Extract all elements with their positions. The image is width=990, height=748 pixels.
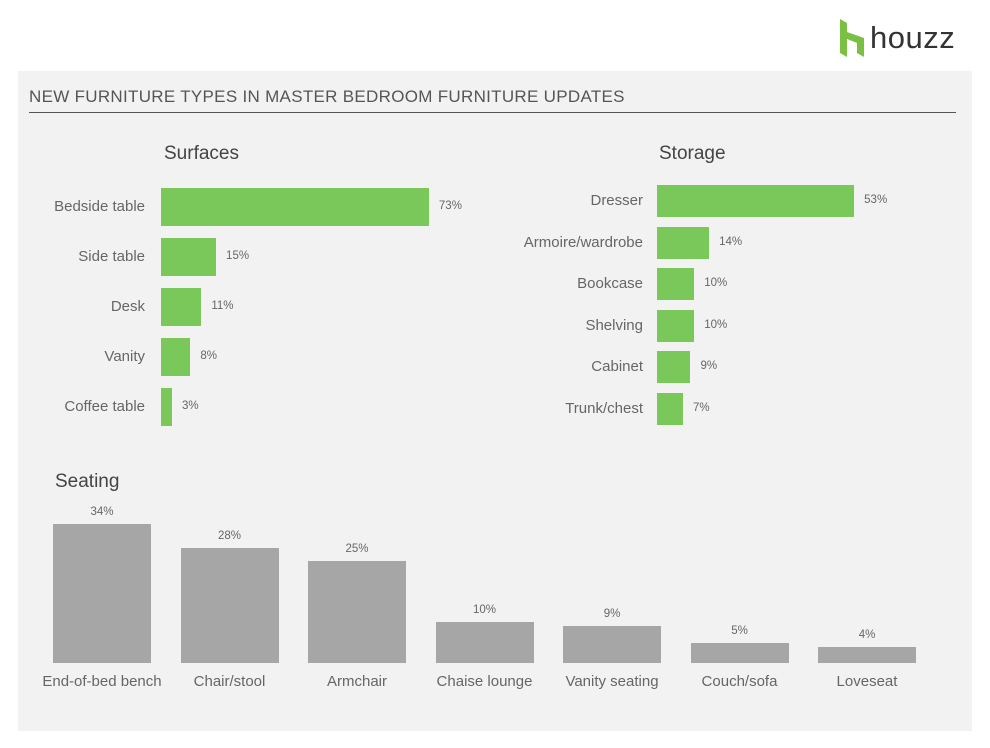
bar-armoire-wardrobe: [657, 226, 710, 259]
value-label-chair-stool: 28%: [217, 530, 242, 543]
category-label-chaise-lounge: Chaise lounge: [436, 673, 533, 690]
category-label-armchair: Armchair: [326, 673, 387, 690]
value-label-armchair: 25%: [345, 542, 369, 555]
value-label-bookcase: 10%: [704, 277, 728, 290]
value-label-side-table: 15%: [226, 250, 250, 262]
bar-cabinet: [657, 351, 691, 384]
category-label-shelving: Shelving: [585, 316, 643, 334]
category-label-dresser: Dresser: [590, 192, 643, 209]
category-label-cabinet: Cabinet: [591, 358, 643, 376]
value-label-trunk-chest: 7%: [693, 402, 710, 414]
value-label-loveseat: 4%: [858, 628, 876, 641]
bar-chair-stool: [180, 548, 279, 663]
page-title: NEW FURNITURE TYPES IN MASTER BEDROOM FU…: [29, 87, 625, 106]
value-label-armoire-wardrobe: 14%: [719, 235, 743, 248]
value-label-vanity: 8%: [200, 350, 217, 362]
bar-armchair: [308, 560, 406, 663]
category-label-loveseat: Loveseat: [836, 673, 898, 690]
value-label-desk: 11%: [211, 300, 234, 312]
bar-trunk-chest: [657, 393, 684, 425]
bar-chaise-lounge: [435, 622, 534, 663]
bar-dresser: [657, 185, 855, 217]
bar-loveseat: [818, 646, 916, 663]
category-label-side-table: Side table: [78, 248, 145, 265]
title-divider: [29, 112, 956, 113]
bar-coffee-table: [161, 388, 172, 426]
value-label-shelving: 10%: [704, 318, 728, 331]
bar-desk: [161, 288, 202, 326]
category-label-chair-stool: Chair/stool: [193, 673, 266, 690]
category-label-vanity-seating: Vanity seating: [565, 673, 659, 690]
houzz-logo-icon: [840, 19, 864, 57]
value-label-cabinet: 9%: [700, 360, 718, 373]
value-label-couch-sofa: 5%: [731, 624, 748, 637]
category-label-coffee-table: Coffee table: [64, 398, 145, 415]
brand-name: houzz: [870, 20, 956, 55]
bar-bookcase: [657, 268, 695, 301]
bar-couch-sofa: [690, 642, 789, 663]
bar-vanity: [161, 338, 191, 376]
value-label-dresser: 53%: [864, 194, 888, 206]
category-label-end-of-bed-bench: End-of-bed bench: [42, 673, 162, 690]
value-label-vanity-seating: 9%: [603, 608, 621, 621]
seating-title: Seating: [55, 471, 120, 492]
value-label-chaise-lounge: 10%: [472, 604, 497, 616]
storage-title: Storage: [659, 143, 726, 164]
category-label-bookcase: Bookcase: [577, 275, 643, 293]
category-label-vanity: Vanity: [104, 348, 145, 365]
category-label-trunk-chest: Trunk/chest: [565, 400, 643, 417]
houzz-logo[interactable]: houzz: [840, 18, 955, 58]
chart-panel: NEW FURNITURE TYPES IN MASTER BEDROOM FU…: [18, 71, 972, 731]
category-label-desk: Desk: [110, 298, 145, 315]
category-label-couch-sofa: Couch/sofa: [701, 673, 778, 690]
value-label-end-of-bed-bench: 34%: [90, 505, 114, 518]
category-label-bedside-table: Bedside table: [54, 198, 145, 215]
bar-shelving: [657, 309, 695, 342]
bar-end-of-bed-bench: [53, 523, 151, 663]
bar-bedside-table: [161, 188, 429, 226]
value-label-bedside-table: 73%: [438, 200, 462, 212]
category-label-armoire-wardrobe: Armoire/wardrobe: [523, 233, 643, 251]
bar-side-table: [161, 238, 217, 276]
surfaces-title: Surfaces: [164, 143, 239, 164]
bar-vanity-seating: [563, 626, 661, 663]
value-label-coffee-table: 3%: [182, 400, 199, 412]
